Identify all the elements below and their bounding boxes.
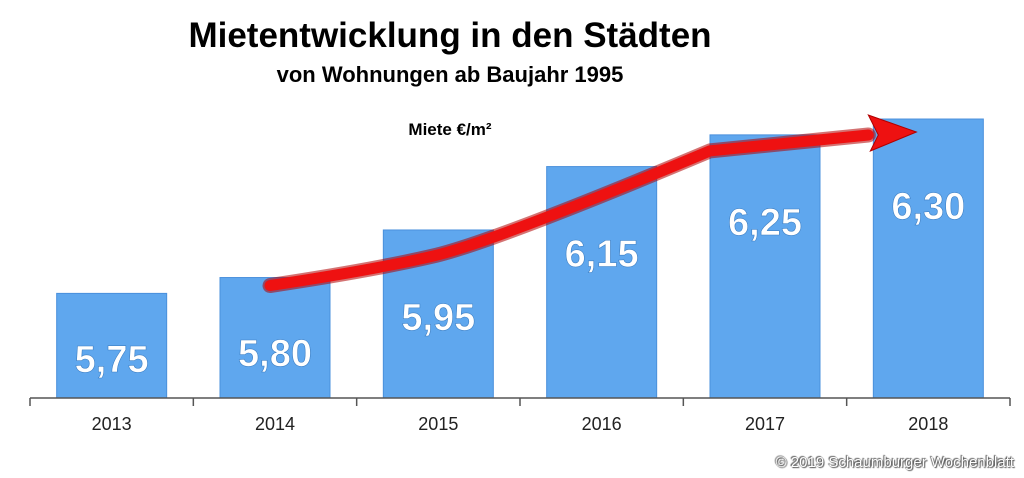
bar-2014 (219, 277, 331, 399)
data-label-2017: 6,25 (728, 202, 802, 244)
x-tick-label-2015: 2015 (418, 414, 458, 434)
bar-2013 (56, 292, 168, 399)
unit-label: Miete €/m² (408, 120, 492, 139)
data-label-2016: 6,15 (565, 234, 639, 276)
copyright-credit: © 2019 Schaumburger Wochenblatt (775, 454, 1014, 471)
data-label-2014: 5,80 (238, 333, 312, 375)
bar-2017 (709, 134, 821, 399)
x-tick-label-2017: 2017 (745, 414, 785, 434)
x-tick-label-2018: 2018 (908, 414, 948, 434)
data-label-2013: 5,75 (75, 339, 149, 381)
trend-arrow-head (867, 114, 918, 152)
chart-title: Mietentwicklung in den Städten (188, 16, 712, 55)
data-label-2018: 6,30 (891, 186, 965, 228)
data-label-2015: 5,95 (401, 297, 475, 339)
trend-arrow-shaft (264, 129, 874, 292)
bar-2018 (872, 118, 984, 399)
x-tick-label-2014: 2014 (255, 414, 295, 434)
x-tick-label-2016: 2016 (582, 414, 622, 434)
x-tick-label-2013: 2013 (92, 414, 132, 434)
chart-subtitle: von Wohnungen ab Baujahr 1995 (276, 62, 624, 87)
